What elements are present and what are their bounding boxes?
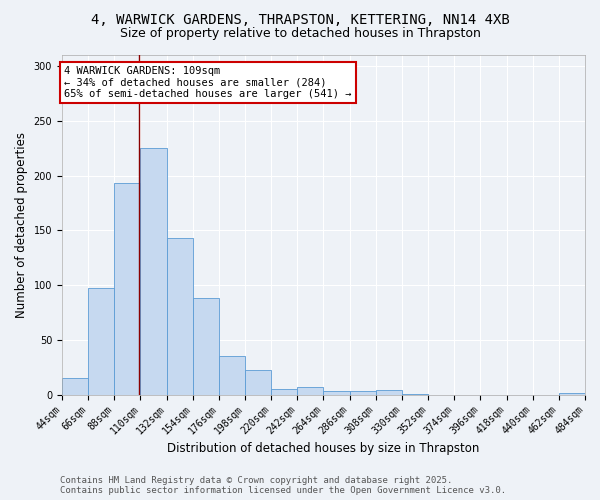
Bar	[114, 183, 140, 394]
Bar	[193, 298, 219, 394]
Bar	[62, 378, 88, 394]
Bar	[376, 390, 402, 394]
Bar	[219, 356, 245, 395]
Bar	[297, 387, 323, 394]
Text: Contains HM Land Registry data © Crown copyright and database right 2025.
Contai: Contains HM Land Registry data © Crown c…	[60, 476, 506, 495]
Bar	[245, 370, 271, 394]
Text: 4, WARWICK GARDENS, THRAPSTON, KETTERING, NN14 4XB: 4, WARWICK GARDENS, THRAPSTON, KETTERING…	[91, 12, 509, 26]
Text: Size of property relative to detached houses in Thrapston: Size of property relative to detached ho…	[119, 28, 481, 40]
Bar	[559, 392, 585, 394]
Y-axis label: Number of detached properties: Number of detached properties	[15, 132, 28, 318]
Bar	[140, 148, 167, 394]
Bar	[167, 238, 193, 394]
X-axis label: Distribution of detached houses by size in Thrapston: Distribution of detached houses by size …	[167, 442, 479, 455]
Text: 4 WARWICK GARDENS: 109sqm
← 34% of detached houses are smaller (284)
65% of semi: 4 WARWICK GARDENS: 109sqm ← 34% of detac…	[64, 66, 352, 99]
Bar	[88, 288, 114, 395]
Bar	[271, 389, 297, 394]
Bar	[350, 392, 376, 394]
Bar	[323, 392, 350, 394]
